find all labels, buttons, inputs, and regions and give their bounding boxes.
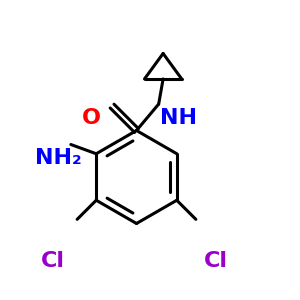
Text: Cl: Cl <box>204 251 228 271</box>
Text: Cl: Cl <box>40 251 64 271</box>
Text: NH₂: NH₂ <box>35 148 82 167</box>
Text: O: O <box>82 109 101 128</box>
Text: NH: NH <box>160 109 197 128</box>
